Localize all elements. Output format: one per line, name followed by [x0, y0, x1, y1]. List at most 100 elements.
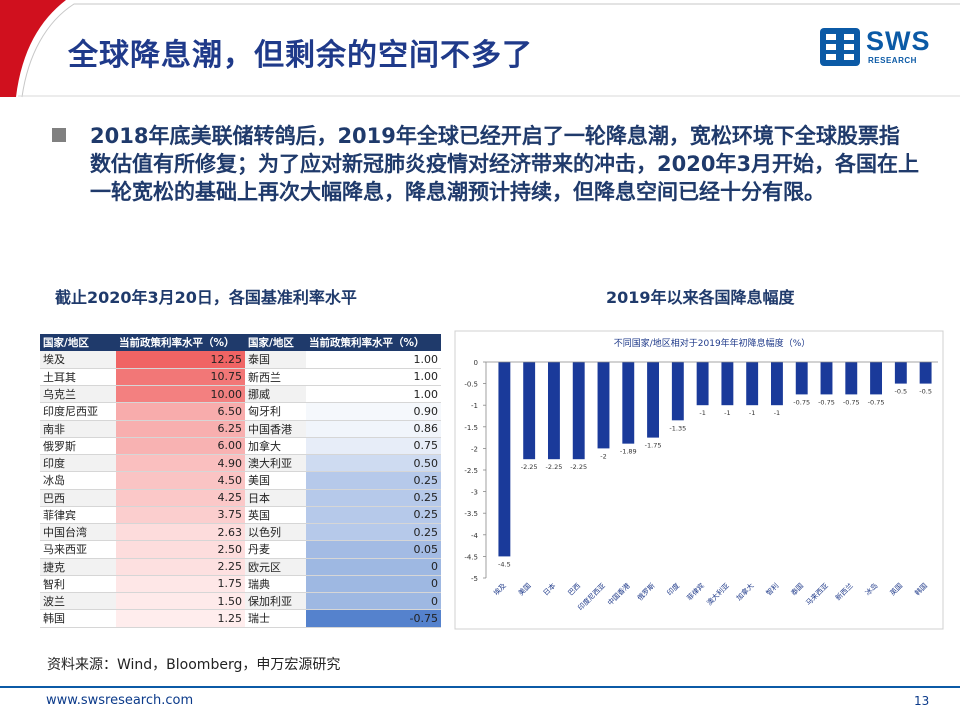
- country-right: 瑞典: [245, 575, 306, 594]
- rate-right: 0: [306, 558, 441, 576]
- country-right: 泰国: [245, 351, 306, 369]
- bar-value-label: -1: [774, 409, 780, 417]
- bar-value-label: -2.25: [546, 463, 563, 471]
- bar-value-label: -1: [699, 409, 705, 417]
- rate-left: 10.75: [116, 368, 245, 387]
- policy-rate-table: 国家/地区 当前政策利率水平（%） 国家/地区 当前政策利率水平（%） 埃及 12…: [40, 334, 441, 628]
- header: 全球降息潮，但剩余的空间不多了 SWS RESEARCH: [0, 0, 960, 98]
- y-tick-label: -2: [471, 445, 478, 453]
- header-country-2: 国家/地区: [245, 334, 306, 351]
- rate-right: 1.00: [306, 351, 441, 369]
- rate-left: 1.75: [116, 575, 245, 594]
- bar: [746, 362, 759, 406]
- bar: [572, 362, 585, 460]
- bar: [647, 362, 660, 438]
- rate-right: 0.75: [306, 437, 441, 456]
- table-header-row: 国家/地区 当前政策利率水平（%） 国家/地区 当前政策利率水平（%）: [40, 334, 441, 351]
- rate-right: 0.25: [306, 506, 441, 525]
- bar-value-label: -0.75: [793, 398, 810, 406]
- bar: [696, 362, 709, 406]
- country-right: 欧元区: [245, 558, 306, 576]
- header-rate-1: 当前政策利率水平（%）: [116, 334, 245, 351]
- page-number: 13: [914, 694, 930, 708]
- table-row: 波兰 1.50 保加利亚 0: [40, 592, 441, 611]
- country-left: 巴西: [40, 489, 116, 507]
- bar: [820, 362, 833, 395]
- bar: [870, 362, 883, 395]
- table-row: 巴西 4.25 日本 0.25: [40, 489, 441, 507]
- y-tick-label: -4.5: [464, 553, 478, 561]
- bar: [498, 362, 511, 557]
- bar: [894, 362, 907, 384]
- bar: [845, 362, 858, 395]
- bar: [919, 362, 932, 384]
- bar-value-label: -2: [600, 452, 606, 460]
- rate-left: 4.25: [116, 489, 245, 507]
- bar-value-label: -0.75: [818, 398, 835, 406]
- bar: [721, 362, 734, 406]
- rate-right: 0: [306, 575, 441, 594]
- country-right: 英国: [245, 506, 306, 525]
- country-right: 匈牙利: [245, 402, 306, 421]
- logo-mark-icon: [820, 28, 860, 66]
- country-left: 马来西亚: [40, 540, 116, 559]
- chart-section-title: 2019年以来各国降息幅度: [606, 288, 795, 307]
- chart-title: 不同国家/地区相对于2019年年初降息幅度（%）: [614, 337, 811, 349]
- rate-left: 10.00: [116, 385, 245, 404]
- table-row: 印度尼西亚 6.50 匈牙利 0.90: [40, 402, 441, 421]
- bar: [523, 362, 536, 460]
- sws-logo: SWS RESEARCH: [818, 24, 940, 72]
- bar-value-label: -1: [724, 409, 730, 417]
- rate-right: 0.90: [306, 402, 441, 421]
- table-row: 捷克 2.25 欧元区 0: [40, 558, 441, 576]
- footer-url[interactable]: www.swsresearch.com: [46, 693, 194, 708]
- bar-value-label: -1.35: [669, 424, 686, 432]
- country-right: 日本: [245, 489, 306, 507]
- bar-value-label: -0.75: [868, 398, 885, 406]
- country-right: 保加利亚: [245, 592, 306, 611]
- table-row: 智利 1.75 瑞典 0: [40, 575, 441, 594]
- table-row: 冰岛 4.50 美国 0.25: [40, 471, 441, 490]
- bar: [622, 362, 635, 444]
- bar-value-label: -4.5: [498, 560, 511, 568]
- header-rate-2: 当前政策利率水平（%）: [306, 334, 441, 351]
- table-row: 韩国 1.25 瑞士 -0.75: [40, 609, 441, 628]
- y-tick-label: -3.5: [464, 510, 478, 518]
- bar-value-label: -2.25: [570, 463, 587, 471]
- table-row: 印度 4.90 澳大利亚 0.50: [40, 454, 441, 473]
- country-left: 冰岛: [40, 471, 116, 490]
- table-row: 中国台湾 2.63 以色列 0.25: [40, 523, 441, 542]
- country-left: 俄罗斯: [40, 437, 116, 456]
- footer-divider: [0, 686, 960, 688]
- country-left: 捷克: [40, 558, 116, 576]
- rate-right: -0.75: [306, 609, 441, 628]
- table-row: 埃及 12.25 泰国 1.00: [40, 351, 441, 369]
- rate-left: 3.75: [116, 506, 245, 525]
- table-row: 土耳其 10.75 新西兰 1.00: [40, 368, 441, 387]
- table-section-title: 截止2020年3月20日，各国基准利率水平: [55, 288, 357, 307]
- rate-right: 0.25: [306, 523, 441, 542]
- y-tick-label: -0.5: [464, 381, 478, 389]
- rate-right: 0.86: [306, 420, 441, 438]
- page-title: 全球降息潮，但剩余的空间不多了: [68, 38, 533, 73]
- summary-text: 2018年底美联储转鸽后，2019年全球已经开启了一轮降息潮，宽松环境下全球股票…: [90, 124, 920, 204]
- country-left: 埃及: [40, 351, 116, 369]
- bar: [671, 362, 684, 421]
- rate-left: 2.25: [116, 558, 245, 576]
- country-left: 韩国: [40, 609, 116, 628]
- rate-left: 12.25: [116, 351, 245, 369]
- bar-value-label: -2.25: [521, 463, 538, 471]
- rate-left: 6.00: [116, 437, 245, 456]
- rate-right: 1.00: [306, 368, 441, 387]
- country-left: 乌克兰: [40, 385, 116, 404]
- country-left: 印度: [40, 454, 116, 473]
- country-left: 波兰: [40, 592, 116, 611]
- table-row: 马来西亚 2.50 丹麦 0.05: [40, 540, 441, 559]
- rate-right: 0.05: [306, 540, 441, 559]
- country-right: 瑞士: [245, 609, 306, 628]
- country-left: 南非: [40, 420, 116, 438]
- table-row: 菲律宾 3.75 英国 0.25: [40, 506, 441, 525]
- header-decoration: [0, 0, 960, 98]
- bar-value-label: -0.5: [894, 388, 907, 396]
